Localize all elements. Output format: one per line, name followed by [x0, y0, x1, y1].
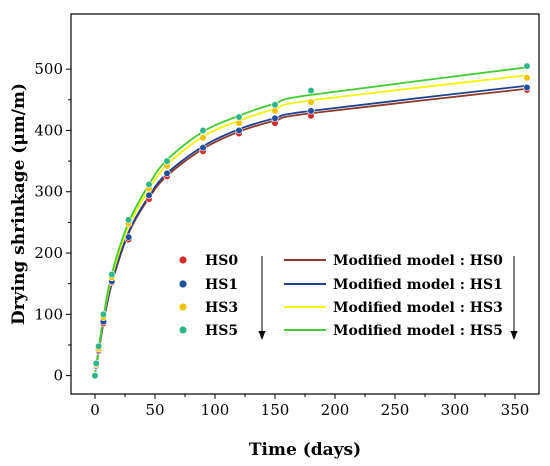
legend-marker — [179, 280, 187, 288]
y-tick-label: 200 — [34, 244, 63, 262]
x-tick-label: 250 — [381, 401, 410, 419]
x-tick-label: 100 — [201, 401, 230, 419]
legend-marker — [179, 256, 187, 264]
y-tick-label: 300 — [34, 183, 63, 201]
point-hs5 — [92, 359, 100, 367]
legend-arrows — [258, 256, 518, 340]
legend-label: HS1 — [205, 277, 238, 293]
x-tick-label: 350 — [501, 401, 530, 419]
point-hs3 — [199, 134, 207, 142]
y-tick-label: 100 — [34, 305, 63, 323]
y-tick-label: 500 — [34, 60, 63, 78]
legend-label: HS0 — [205, 253, 238, 269]
legend-marker — [179, 326, 187, 334]
point-hs3 — [523, 74, 531, 82]
point-hs1 — [125, 233, 133, 241]
x-tick-label: 300 — [441, 401, 470, 419]
data-points — [91, 62, 531, 380]
arrow-head — [510, 331, 518, 340]
point-hs5 — [199, 126, 207, 135]
y-tick-label: 0 — [53, 367, 63, 385]
point-hs5 — [307, 87, 315, 95]
point-hs5 — [108, 270, 116, 279]
y-tick-label: 400 — [34, 121, 63, 139]
x-tick-label: 50 — [145, 401, 164, 419]
point-hs1 — [145, 191, 153, 200]
point-hs5 — [125, 216, 133, 224]
x-axis-label: Time (days) — [249, 440, 361, 460]
point-hs5 — [99, 310, 107, 318]
x-tick-label: 200 — [321, 401, 350, 419]
point-hs3 — [235, 119, 243, 127]
point-hs1 — [235, 126, 243, 135]
legend-label: Modified model : HS3 — [333, 300, 503, 316]
x-tick-label: 150 — [261, 401, 290, 419]
x-tick-label: 0 — [90, 401, 100, 419]
legend-label: Modified model : HS1 — [333, 277, 503, 293]
legend-marker — [179, 303, 187, 311]
point-hs1 — [307, 107, 315, 115]
point-hs5 — [145, 180, 153, 188]
legend: HS0 HS1 HS3 HS5 Modified model : HS0 Modified… — [179, 253, 503, 339]
point-hs1 — [163, 169, 171, 177]
axis-ticks: 0 50 100 150 200 250 300 350 0 100 200 300 400 500 — [34, 60, 529, 419]
legend-label: Modified model : HS0 — [333, 253, 503, 269]
point-hs5 — [94, 342, 103, 350]
point-hs1 — [199, 144, 207, 152]
legend-label: Modified model : HS5 — [333, 323, 503, 339]
point-hs1 — [271, 114, 279, 122]
point-hs3 — [271, 107, 279, 115]
point-hs5 — [163, 157, 171, 165]
legend-label: HS5 — [205, 323, 238, 339]
arrow-head — [258, 331, 266, 340]
point-hs5 — [271, 101, 279, 109]
point-hs5 — [235, 113, 243, 121]
point-hs5 — [523, 62, 531, 70]
point-hs1 — [523, 83, 531, 92]
point-hs5 — [91, 372, 99, 380]
point-hs3 — [307, 98, 315, 106]
y-axis-label: Drying shrinkage (μm/m) — [9, 83, 29, 325]
legend-label: HS3 — [205, 300, 238, 316]
